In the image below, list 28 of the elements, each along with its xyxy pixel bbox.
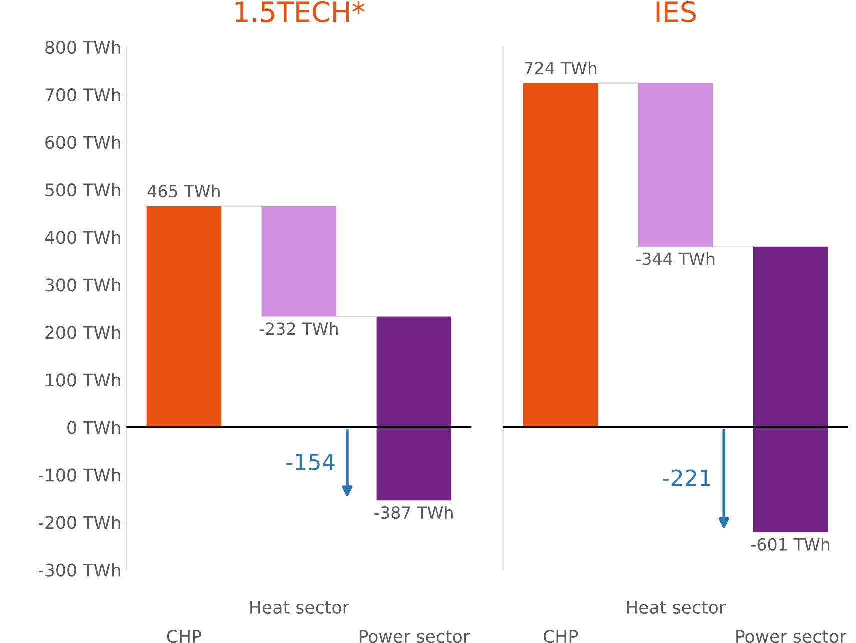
x-tick-label: Heat sector xyxy=(627,601,726,614)
annotation: -154 xyxy=(286,454,335,470)
x-tick-label: CHP xyxy=(167,630,202,643)
annotation: -221 xyxy=(663,470,711,486)
chart-title: 1.5TECH* xyxy=(236,1,365,22)
y-tick-label: -200 TWh xyxy=(38,516,120,530)
data-label: -601 TWh xyxy=(751,538,830,551)
x-tick-label: CHP xyxy=(544,630,578,643)
chart-title: IES xyxy=(656,1,696,22)
y-tick-label: -300 TWh xyxy=(38,563,120,577)
x-tick-label: Heat sector xyxy=(250,601,350,614)
y-tick-label: -100 TWh xyxy=(38,468,120,482)
y-tick-label: 400 TWh xyxy=(45,230,120,244)
data-label: -344 TWh xyxy=(636,252,715,266)
data-label: 465 TWh xyxy=(148,184,220,198)
x-tick-label: Power sector xyxy=(736,630,847,643)
data-label: 724 TWh xyxy=(525,62,597,74)
y-tick-label: 300 TWh xyxy=(46,278,120,292)
data-label: -232 TWh xyxy=(260,322,338,336)
y-tick-label: 800 TWh xyxy=(46,40,120,54)
y-tick-label: 500 TWh xyxy=(46,183,120,197)
y-tick-label: 100 TWh xyxy=(46,373,120,387)
x-tick-label: Power sector xyxy=(360,630,470,643)
y-tick-label: 700 TWh xyxy=(46,88,120,102)
data-label: -387 TWh xyxy=(374,506,453,520)
y-tick-label: 0 TWh xyxy=(68,420,120,434)
y-tick-label: 200 TWh xyxy=(46,326,120,340)
y-tick-label: 600 TWh xyxy=(46,136,120,150)
